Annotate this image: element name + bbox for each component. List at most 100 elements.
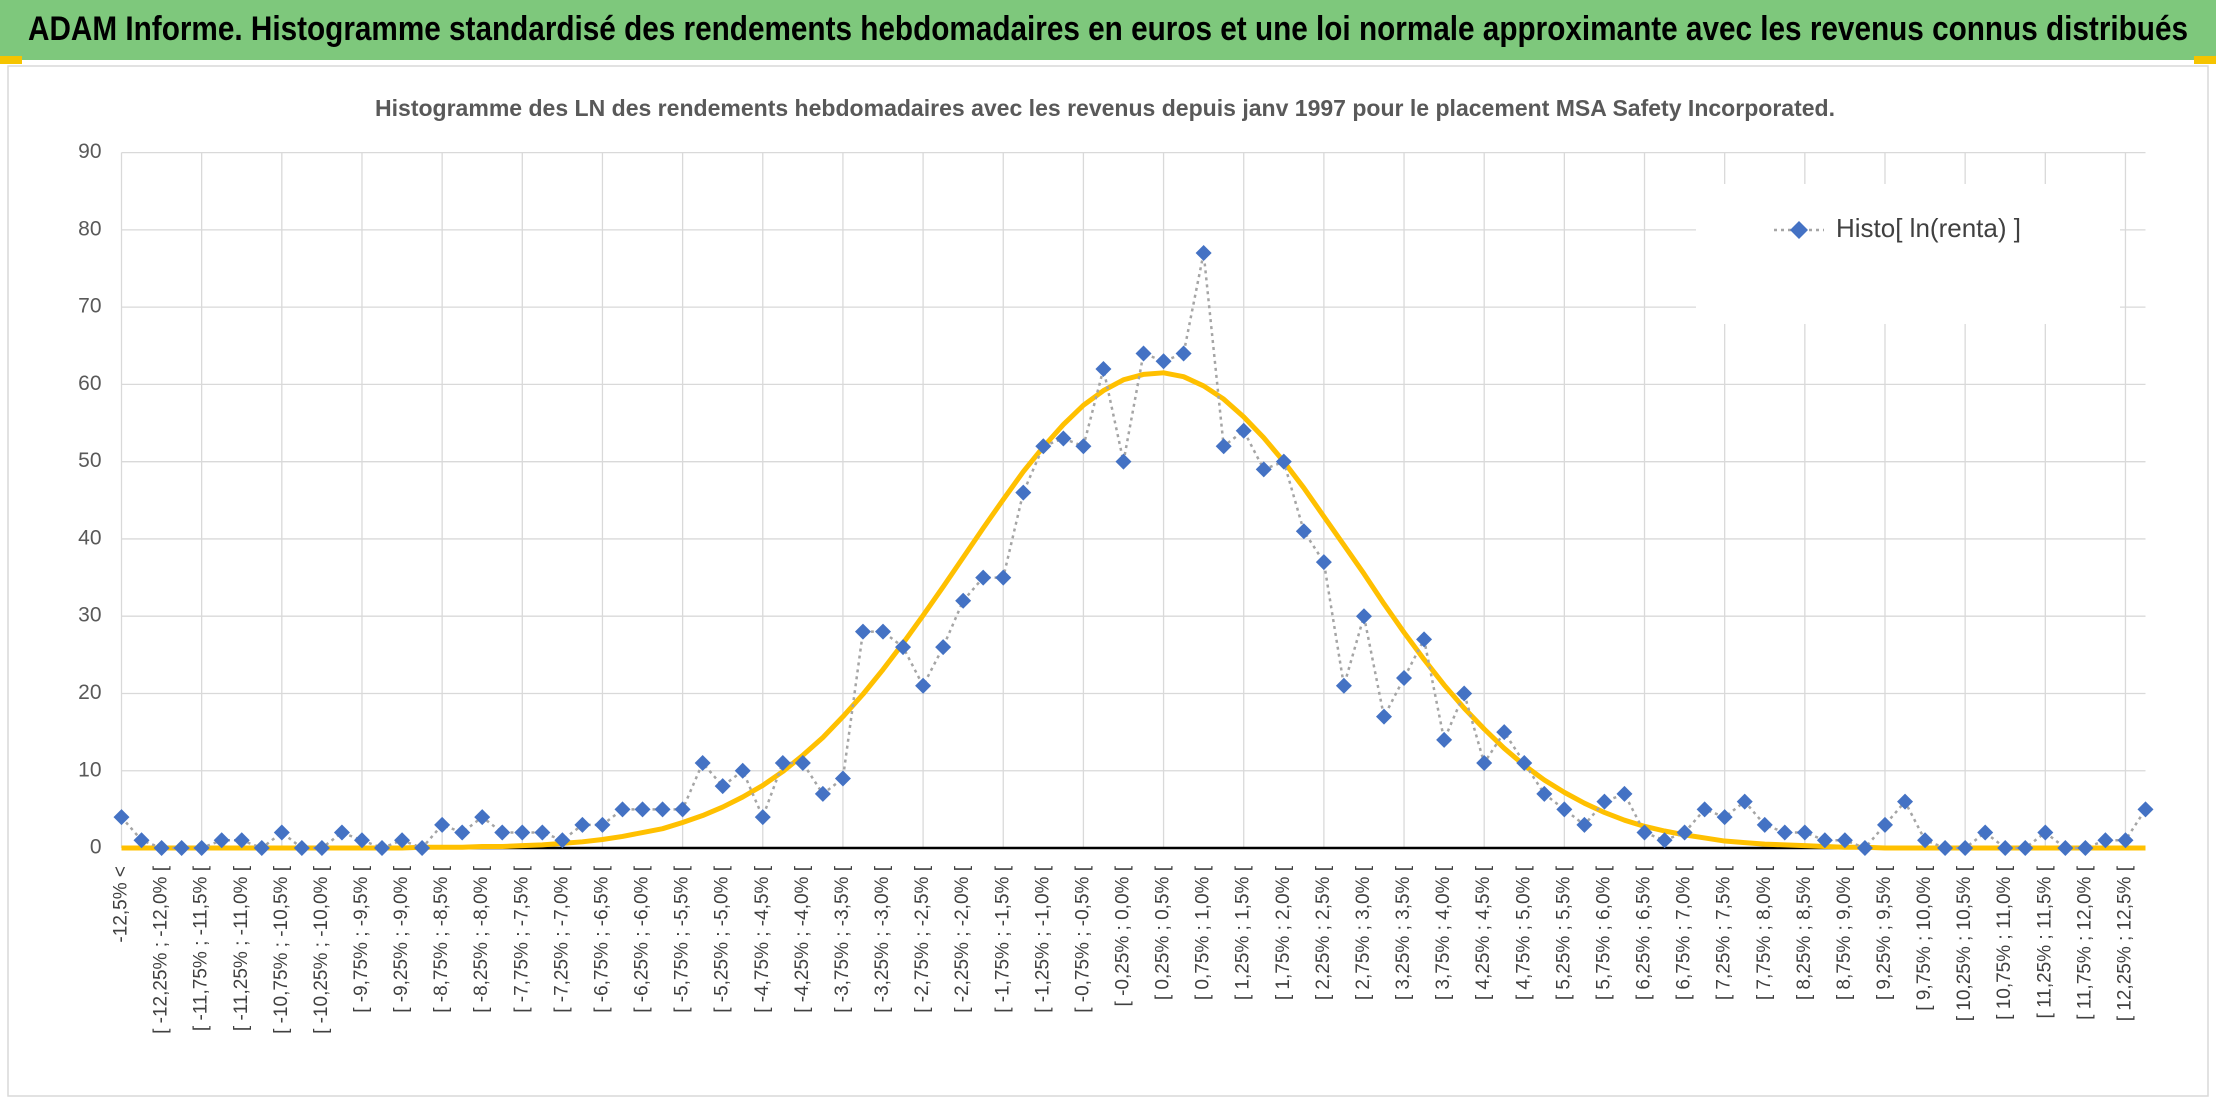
data-point — [594, 816, 611, 833]
data-point — [233, 832, 250, 849]
data-point — [1636, 824, 1653, 841]
data-point — [534, 824, 551, 841]
data-point — [2097, 832, 2114, 849]
y-tick-label: 40 — [78, 526, 101, 549]
x-tick-label: [ 2,25% ; 2,5% [ — [1313, 865, 1334, 1000]
data-point — [1035, 438, 1052, 455]
x-tick-label: [ 5,75% ; 6,0% [ — [1593, 865, 1614, 1000]
data-point — [774, 755, 791, 772]
data-point — [915, 677, 932, 694]
data-point — [935, 639, 952, 656]
data-point — [1696, 801, 1713, 818]
data-point — [253, 840, 270, 856]
data-point — [674, 801, 691, 818]
x-tick-label: [ -6,25% ; -6,0% [ — [632, 865, 653, 1013]
x-tick-label: [ 7,25% ; 7,5% [ — [1714, 865, 1735, 1000]
data-point — [1195, 245, 1212, 262]
data-point — [1335, 677, 1352, 694]
data-point — [1275, 453, 1292, 470]
data-point — [1355, 608, 1372, 625]
x-tick-label: [ 11,75% ; 12,0% [ — [2074, 865, 2095, 1020]
y-tick-label: 10 — [78, 758, 101, 781]
data-point — [1937, 840, 1954, 856]
data-point — [654, 801, 671, 818]
x-tick-label: [ -12,25% ; -12,0% [ — [151, 865, 172, 1034]
data-point — [794, 755, 811, 772]
x-tick-label: [ -5,75% ; -5,5% [ — [672, 865, 693, 1013]
data-point — [133, 832, 150, 849]
data-point — [1155, 353, 1172, 370]
data-point — [754, 809, 771, 826]
data-point — [1897, 793, 1914, 810]
data-point — [1876, 816, 1893, 833]
data-point — [714, 778, 731, 795]
data-point — [694, 755, 711, 772]
x-tick-label: [ -11,75% ; -11,5% [ — [191, 865, 212, 1031]
data-point — [1977, 824, 1994, 841]
data-point — [1135, 345, 1152, 362]
data-point — [1416, 631, 1433, 648]
data-point — [634, 801, 651, 818]
x-tick-label: [ -7,75% ; -7,5% [ — [511, 865, 532, 1013]
data-point — [213, 832, 230, 849]
data-point — [1716, 809, 1733, 826]
y-tick-label: 90 — [78, 140, 101, 163]
y-tick-label: 0 — [90, 836, 102, 859]
x-tick-label: [ 1,25% ; 1,5% [ — [1233, 865, 1254, 1000]
data-point — [193, 840, 210, 856]
data-point — [1917, 832, 1934, 849]
data-point — [434, 816, 451, 833]
y-tick-label: 80 — [78, 217, 101, 240]
data-point — [273, 824, 290, 841]
legend-label: Histo[ ln(renta) ] — [1836, 213, 2021, 243]
data-point — [1796, 824, 1813, 841]
data-point — [1836, 832, 1853, 849]
legend-marker — [1790, 221, 1808, 239]
data-point — [1175, 345, 1192, 362]
data-point — [1255, 461, 1272, 478]
data-point — [1676, 824, 1693, 841]
x-tick-label: [ 9,25% ; 9,5% [ — [1874, 865, 1895, 1000]
x-tick-label: [ -3,25% ; -3,0% [ — [872, 865, 893, 1013]
data-point — [333, 824, 350, 841]
data-point — [113, 809, 130, 826]
x-tick-label: [ -5,25% ; -5,0% [ — [712, 865, 733, 1013]
data-point — [574, 816, 591, 833]
x-tick-label: [ -1,75% ; -1,5% [ — [992, 865, 1013, 1013]
data-point — [1295, 523, 1312, 540]
data-point — [1496, 724, 1513, 741]
data-point — [1215, 438, 1232, 455]
legend-box — [1696, 184, 2120, 324]
data-point — [313, 840, 330, 856]
x-tick-label: [ -0,25% ; 0,0% [ — [1112, 865, 1133, 1006]
x-tick-label: [ -4,75% ; -4,5% [ — [752, 865, 773, 1013]
data-point — [554, 832, 571, 849]
x-tick-label: [ 5,25% ; 5,5% [ — [1553, 865, 1574, 1000]
x-tick-label: [ 3,75% ; 4,0% [ — [1433, 865, 1454, 1000]
data-point — [1856, 840, 1873, 856]
data-point — [614, 801, 631, 818]
x-tick-label: [ -11,25% ; -11,0% [ — [231, 865, 252, 1031]
data-point — [734, 762, 751, 779]
x-tick-label: [ 6,25% ; 6,5% [ — [1634, 865, 1655, 1000]
data-point — [1816, 832, 1833, 849]
x-tick-label: [ 11,25% ; 11,5% [ — [2034, 865, 2055, 1018]
corner — [2194, 56, 2216, 64]
chart-frame — [7, 65, 2209, 1097]
x-tick-label: [ 0,75% ; 1,0% [ — [1193, 865, 1214, 1000]
x-tick-label: [ -8,25% ; -8,0% [ — [471, 865, 492, 1013]
data-point — [1596, 793, 1613, 810]
x-tick-label: [ -2,75% ; -2,5% [ — [912, 865, 933, 1013]
data-point — [975, 569, 992, 586]
data-point — [1075, 438, 1092, 455]
data-point — [1516, 755, 1533, 772]
x-tick-label: [ 1,75% ; 2,0% [ — [1273, 865, 1294, 1000]
x-tick-label: [ 0,25% ; 0,5% [ — [1153, 865, 1174, 1000]
data-point — [1456, 685, 1473, 702]
data-point — [1436, 731, 1453, 748]
y-tick-label: 30 — [78, 604, 101, 627]
data-point — [293, 840, 310, 856]
data-point — [834, 770, 851, 787]
